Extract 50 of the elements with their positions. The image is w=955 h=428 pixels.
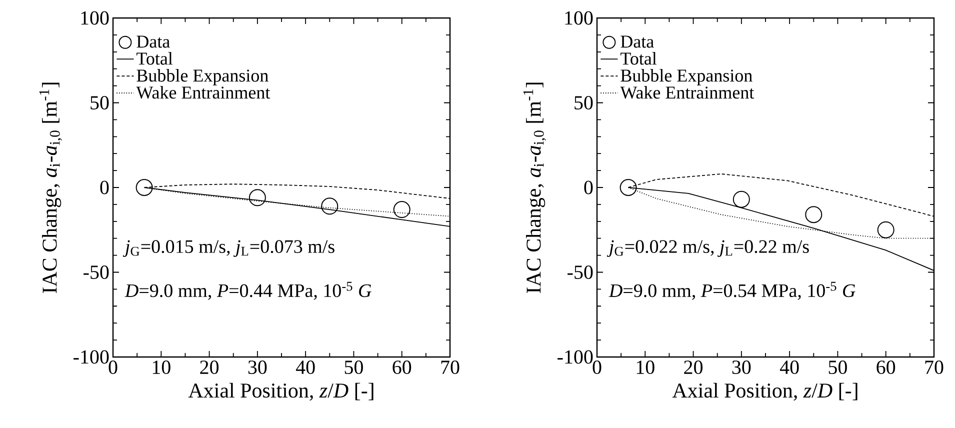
y-tick-label: 100 [565,11,593,25]
y-tick-label: -50 [568,265,593,279]
legend-label: Data [136,36,170,48]
x-tick-label: 70 [441,360,460,374]
y-tick-label: 0 [584,180,593,194]
point [248,189,266,206]
x-tick-label: 40 [296,360,315,374]
y-tick-label: 50 [574,96,593,110]
x-axis-title: Axial Position, z/D [-] [672,382,858,401]
point [393,201,410,218]
y-tick-label: 100 [81,11,109,25]
legend-label: Data [620,36,654,48]
annotation: D=9.0 mm, P=0.54 MPa, 10$^{-5}$ G [608,282,856,300]
text: IAC Change, a$_{i}$-a$_{i,0}$ [m$^{-1}$] [39,82,62,294]
text: IAC Change, a$_{i}$-a$_{i,0}$ [m$^{-1}$] [523,82,546,294]
x-tick-label: 50 [344,360,363,374]
x-tick-label: 40 [780,360,799,374]
y-tick-label: 50 [90,96,109,110]
y-tick-label: -100 [558,350,593,364]
x-tick-label: 50 [828,360,847,374]
point [877,221,894,238]
legend-label: Total [620,52,657,65]
legend-label: Wake Entrainment [620,86,754,99]
x-tick-label: 20 [200,360,219,374]
point [321,198,338,215]
y-tick-label: -100 [74,350,109,364]
x-tick-label: 60 [392,360,412,374]
x-tick-label: 30 [732,360,751,374]
x-tick-label: 60 [876,360,896,374]
annotation: j$_{G}$=0.015 m/s, j$_{L}$=0.073 m/s [122,240,334,257]
x-tick-label: 0 [108,360,118,374]
legend-label: Bubble Expansion [136,69,268,86]
annotation: j$_{G}$=0.022 m/s, j$_{L}$=0.22 m/s [606,240,809,257]
point [732,190,750,208]
x-tick-label: 30 [248,360,267,374]
annotation: D=9.0 mm, P=0.44 MPa, 10$^{-5}$ G [124,282,372,300]
x-tick-label: 10 [636,360,654,374]
point [805,206,822,224]
x-tick-label: 20 [684,360,703,374]
legend-label: Total [136,52,173,65]
y-tick-label: -50 [84,265,109,279]
x-tick-label: 70 [925,360,944,374]
legend-label: Wake Entrainment [136,86,270,99]
x-tick-label: 10 [152,360,170,374]
y-tick-label: 0 [100,180,109,194]
x-axis-title: Axial Position, z/D [-] [188,382,374,401]
x-tick-label: 0 [592,360,602,374]
legend-label: Bubble Expansion [620,69,752,86]
point [620,178,637,196]
point [136,178,153,196]
